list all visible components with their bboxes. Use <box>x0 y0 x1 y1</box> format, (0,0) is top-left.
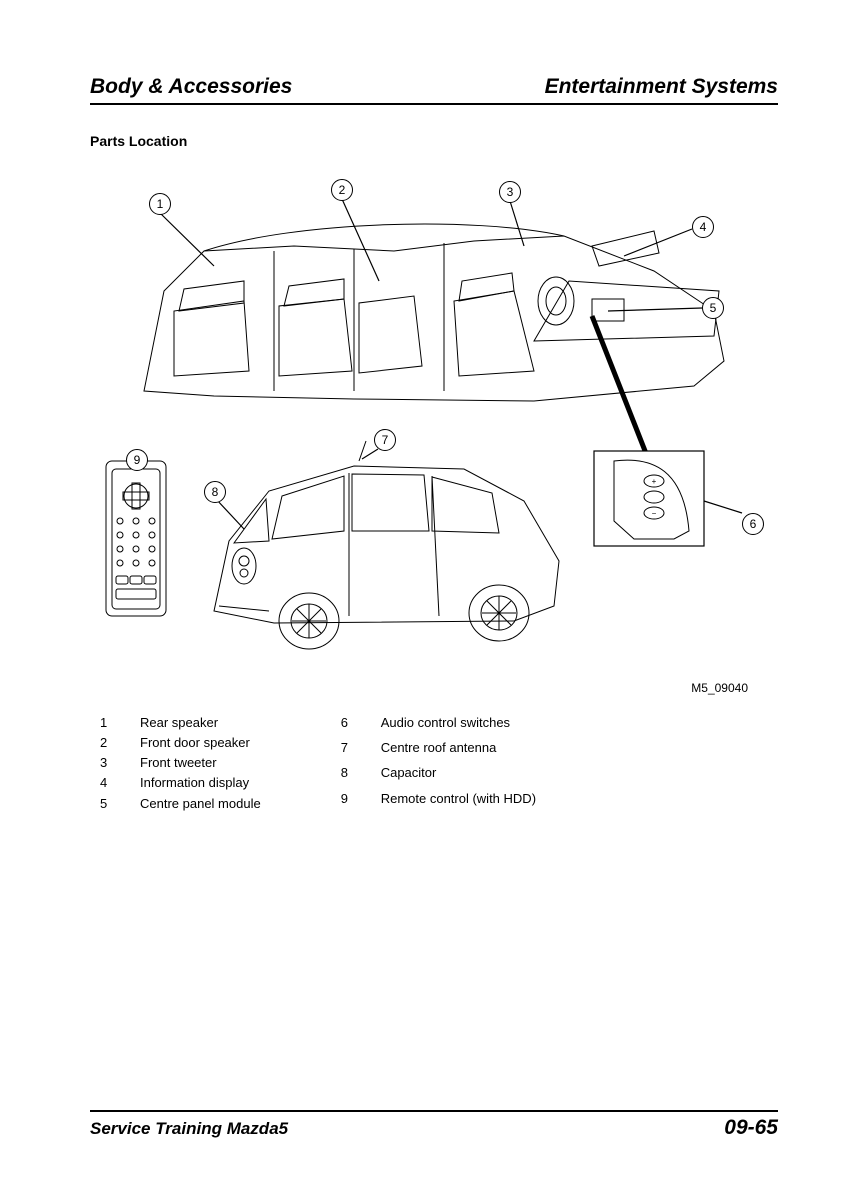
page-header: Body & Accessories Entertainment Systems <box>90 75 778 105</box>
legend-column-left: 1Rear speaker2Front door speaker3Front t… <box>100 713 261 814</box>
legend-row: 2Front door speaker <box>100 733 261 753</box>
header-right: Entertainment Systems <box>545 75 778 99</box>
callout-7: 7 <box>374 429 396 451</box>
diagram-svg: + − <box>94 161 774 671</box>
callout-2: 2 <box>331 179 353 201</box>
legend-label: Front door speaker <box>140 733 261 753</box>
legend-number: 6 <box>341 713 381 738</box>
legend-label: Remote control (with HDD) <box>381 789 536 814</box>
legend-number: 8 <box>341 763 381 788</box>
legend-label: Audio control switches <box>381 713 536 738</box>
callout-4: 4 <box>692 216 714 238</box>
parts-legend: 1Rear speaker2Front door speaker3Front t… <box>90 713 778 814</box>
audio-switch-detail-icon: + − <box>594 451 704 546</box>
remote-control-icon <box>106 461 166 616</box>
legend-number: 4 <box>100 773 140 793</box>
legend-number: 5 <box>100 794 140 814</box>
legend-row: 4Information display <box>100 773 261 793</box>
legend-row: 9Remote control (with HDD) <box>341 789 536 814</box>
legend-row: 6Audio control switches <box>341 713 536 738</box>
legend-row: 7Centre roof antenna <box>341 738 536 763</box>
page-footer: Service Training Mazda5 09-65 <box>90 1110 778 1140</box>
svg-text:+: + <box>652 477 657 486</box>
legend-label: Rear speaker <box>140 713 261 733</box>
header-left: Body & Accessories <box>90 75 292 99</box>
parts-location-diagram: + − 1 2 3 4 5 6 7 8 9 <box>94 161 774 671</box>
section-title: Parts Location <box>90 133 778 149</box>
figure-code: M5_09040 <box>90 681 748 695</box>
legend-row: 8Capacitor <box>341 763 536 788</box>
legend-label: Centre roof antenna <box>381 738 536 763</box>
callout-9: 9 <box>126 449 148 471</box>
footer-right: 09-65 <box>724 1116 778 1140</box>
legend-label: Capacitor <box>381 763 536 788</box>
footer-left: Service Training Mazda5 <box>90 1119 288 1139</box>
page: Body & Accessories Entertainment Systems… <box>0 0 848 1200</box>
legend-number: 7 <box>341 738 381 763</box>
vehicle-exterior-icon <box>214 441 559 649</box>
legend-column-right: 6Audio control switches7Centre roof ante… <box>341 713 536 814</box>
legend-label: Centre panel module <box>140 794 261 814</box>
legend-label: Information display <box>140 773 261 793</box>
callout-8: 8 <box>204 481 226 503</box>
legend-number: 1 <box>100 713 140 733</box>
callout-5: 5 <box>702 297 724 319</box>
legend-number: 9 <box>341 789 381 814</box>
legend-row: 1Rear speaker <box>100 713 261 733</box>
legend-label: Front tweeter <box>140 753 261 773</box>
callout-6: 6 <box>742 513 764 535</box>
svg-text:−: − <box>652 509 657 518</box>
legend-row: 5Centre panel module <box>100 794 261 814</box>
legend-row: 3Front tweeter <box>100 753 261 773</box>
callout-3: 3 <box>499 181 521 203</box>
callout-1: 1 <box>149 193 171 215</box>
legend-number: 3 <box>100 753 140 773</box>
legend-number: 2 <box>100 733 140 753</box>
